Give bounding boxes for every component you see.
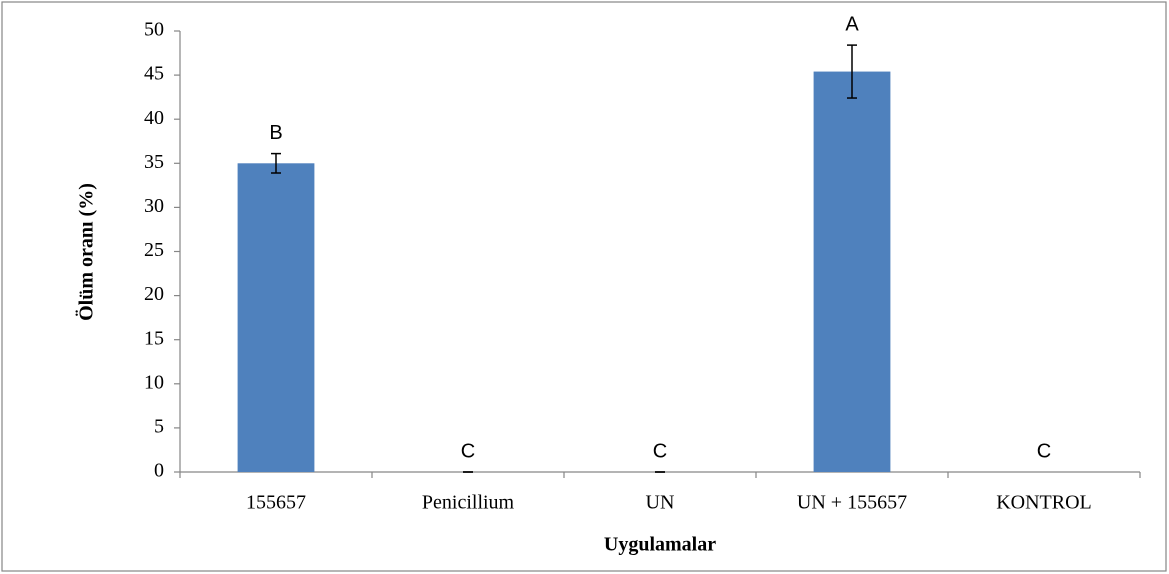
annotation: B xyxy=(269,122,282,144)
annotation: C xyxy=(461,440,475,462)
x-tick-label: 155657 xyxy=(246,492,306,514)
y-tick-label: 50 xyxy=(144,19,164,41)
y-tick-label: 0 xyxy=(154,460,164,482)
y-tick-label: 30 xyxy=(144,195,164,217)
x-tick-label: KONTROL xyxy=(996,492,1092,514)
x-tick-label: UN xyxy=(646,492,675,514)
y-tick-label: 10 xyxy=(144,371,164,393)
y-tick-label: 40 xyxy=(144,107,164,129)
y-tick-label: 35 xyxy=(144,151,164,173)
annotation: C xyxy=(1037,440,1051,462)
y-tick-label: 45 xyxy=(144,63,164,85)
annotation: A xyxy=(845,13,859,35)
annotation: C xyxy=(653,440,667,462)
y-tick-label: 15 xyxy=(144,327,164,349)
bar xyxy=(237,163,315,473)
x-tick-label: UN + 155657 xyxy=(797,492,907,514)
y-tick-label: 20 xyxy=(144,283,164,305)
bar xyxy=(813,71,891,473)
x-tick-label: Penicillium xyxy=(422,492,515,514)
y-tick-label: 25 xyxy=(144,239,164,261)
error-bar xyxy=(271,152,281,174)
x-axis-label: Uygulamalar xyxy=(604,534,716,556)
y-axis-label: Ölüm oranı (%) xyxy=(75,183,98,321)
error-bar xyxy=(847,44,857,99)
y-tick-label: 5 xyxy=(154,415,164,437)
